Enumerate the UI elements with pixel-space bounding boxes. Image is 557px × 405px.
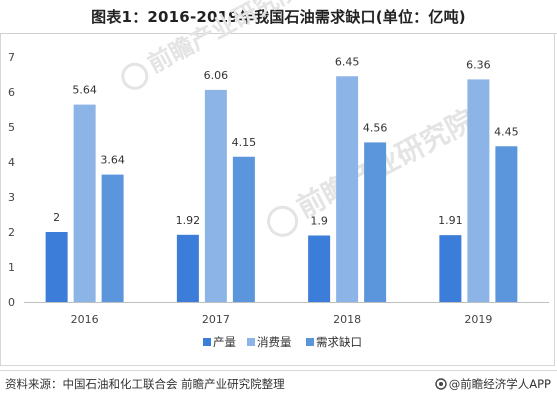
data-label: 4.15 bbox=[232, 136, 257, 149]
data-labels: 2 5.64 3.64 1.92 6.06 4.15 1.9 6.45 4.56 1.91 6.36… bbox=[53, 55, 519, 227]
bar-2016-2 bbox=[101, 174, 124, 302]
watermark-logo-icon bbox=[121, 62, 149, 90]
title-divider bbox=[0, 33, 557, 34]
data-label: 1.9 bbox=[310, 215, 328, 228]
legend-swatch bbox=[203, 338, 211, 346]
y-tick-label: 5 bbox=[8, 121, 15, 134]
bar-2016-0 bbox=[45, 232, 68, 302]
footer-divider bbox=[0, 370, 557, 371]
data-label: 5.64 bbox=[72, 84, 97, 97]
data-label: 3.64 bbox=[100, 154, 125, 167]
data-label: 6.45 bbox=[335, 55, 360, 68]
data-label: 4.56 bbox=[363, 121, 388, 134]
data-label: 6.36 bbox=[466, 58, 491, 71]
x-axis: 2016 2017 2018 2019 bbox=[71, 313, 493, 326]
bar-2017-1 bbox=[204, 89, 227, 303]
x-tick-label: 2019 bbox=[464, 313, 492, 326]
legend-label: 消费量 bbox=[257, 335, 292, 349]
credit: @前瞻经济学人APP bbox=[435, 376, 551, 392]
data-label: 2 bbox=[53, 211, 60, 224]
credit-text: @前瞻经济学人APP bbox=[448, 377, 551, 391]
y-tick-label: 0 bbox=[8, 296, 15, 309]
watermark-text: 前瞻产业研究院 bbox=[143, 0, 304, 78]
y-axis: 0 1 2 3 4 5 6 7 bbox=[8, 51, 15, 309]
x-tick-label: 2017 bbox=[202, 313, 230, 326]
legend-label: 产量 bbox=[213, 335, 236, 349]
y-tick-label: 3 bbox=[8, 191, 15, 204]
y-tick-label: 1 bbox=[8, 261, 15, 274]
y-tick-label: 2 bbox=[8, 226, 15, 239]
legend-swatch bbox=[247, 338, 255, 346]
data-label: 1.91 bbox=[438, 214, 463, 227]
legend-label: 需求缺口 bbox=[316, 335, 362, 349]
bar-2018-1 bbox=[336, 76, 359, 302]
y-tick-label: 6 bbox=[8, 86, 15, 99]
bars bbox=[45, 76, 518, 303]
legend: 产量 消费量 需求缺口 bbox=[203, 335, 362, 349]
bar-2017-2 bbox=[232, 156, 255, 302]
bar-2018-0 bbox=[308, 235, 331, 302]
bar-2019-1 bbox=[467, 79, 490, 303]
y-tick-label: 4 bbox=[8, 156, 15, 169]
chart-canvas: 前瞻产业研究院 前瞻产业研究院 0 1 2 3 4 5 6 7 2 5.64 3.64 1.92 6.… bbox=[8, 0, 549, 349]
y-tick-label: 7 bbox=[8, 51, 15, 64]
bar-2017-0 bbox=[176, 234, 199, 302]
bar-2018-2 bbox=[364, 142, 387, 302]
data-label: 4.45 bbox=[494, 125, 519, 138]
watermark-group: 前瞻产业研究院 前瞻产业研究院 bbox=[121, 0, 480, 237]
source-note: 资料来源：中国石油和化工联合会 前瞻产业研究院整理 bbox=[5, 377, 285, 391]
bar-2016-1 bbox=[73, 104, 96, 302]
chart-frame bbox=[0, 34, 555, 366]
x-tick-label: 2018 bbox=[333, 313, 361, 326]
bar-2019-2 bbox=[495, 146, 518, 302]
legend-swatch bbox=[306, 338, 314, 346]
x-tick-label: 2016 bbox=[71, 313, 99, 326]
bar-2019-0 bbox=[439, 235, 462, 302]
at-logo-icon bbox=[435, 378, 447, 390]
chart-title: 图表1：2016-2019年我国石油需求缺口(单位：亿吨) bbox=[91, 8, 466, 26]
watermark-logo-icon bbox=[267, 205, 299, 237]
data-label: 6.06 bbox=[204, 69, 229, 82]
data-label: 1.92 bbox=[176, 214, 201, 227]
